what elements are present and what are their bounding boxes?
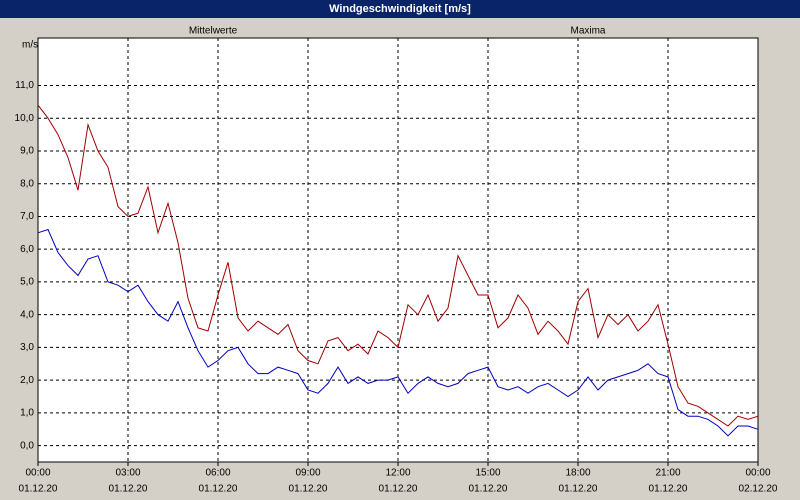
x-tick-label: 00:00 xyxy=(25,468,50,479)
x-tick-label: 03:00 xyxy=(115,468,140,479)
legend-entry: Maxima xyxy=(570,26,605,37)
x-tick-label: 18:00 xyxy=(565,468,590,479)
y-tick-label: 10,0 xyxy=(15,113,35,124)
x-tick-label: 00:00 xyxy=(745,468,770,479)
y-tick-label: 4,0 xyxy=(20,309,34,320)
x-tick-label: 09:00 xyxy=(295,468,320,479)
x-tick-label: 21:00 xyxy=(655,468,680,479)
x-tick-date: 01.12.20 xyxy=(379,484,418,495)
x-tick-date: 01.12.20 xyxy=(469,484,508,495)
series-line xyxy=(37,228,759,437)
y-tick-label: 7,0 xyxy=(20,211,34,222)
y-tick-label: 5,0 xyxy=(20,277,34,288)
x-tick-date: 01.12.20 xyxy=(649,484,688,495)
y-tick-label: 11,0 xyxy=(15,80,34,91)
x-tick-date: 01.12.20 xyxy=(19,484,58,495)
y-tick-label: 6,0 xyxy=(20,244,34,255)
y-tick-label: 0,0 xyxy=(20,440,34,451)
x-tick-label: 15:00 xyxy=(475,468,500,479)
y-tick-label: 2,0 xyxy=(20,375,34,386)
y-tick-label: 9,0 xyxy=(20,146,34,157)
y-tick-label: 3,0 xyxy=(20,342,34,353)
x-tick-date: 01.12.20 xyxy=(199,484,238,495)
x-tick-date: 01.12.20 xyxy=(289,484,328,495)
y-axis-label: m/s xyxy=(22,40,38,51)
x-tick-date: 01.12.20 xyxy=(109,484,148,495)
x-tick-date: 01.12.20 xyxy=(559,484,598,495)
legend-entry: Mittelwerte xyxy=(189,26,238,37)
series-line xyxy=(37,104,759,427)
x-tick-label: 12:00 xyxy=(385,468,410,479)
y-tick-label: 8,0 xyxy=(20,178,34,189)
x-tick-label: 06:00 xyxy=(205,468,230,479)
title-bar xyxy=(0,0,800,18)
y-tick-label: 1,0 xyxy=(20,408,34,419)
x-tick-date: 02.12.20 xyxy=(739,484,778,495)
chart-title: Windgeschwindigkeit [m/s] xyxy=(329,3,471,15)
